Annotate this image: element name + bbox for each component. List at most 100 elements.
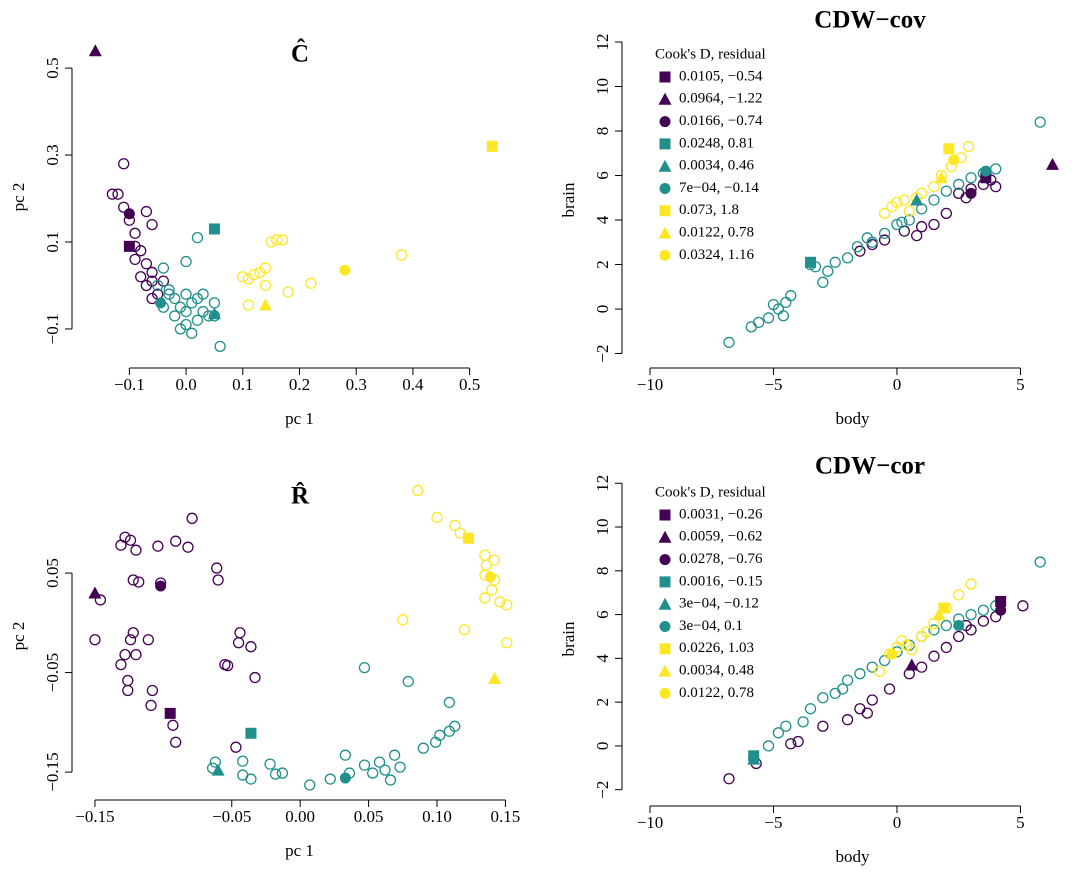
point — [133, 576, 145, 588]
legend-title: Cook's D, residual — [655, 46, 766, 62]
point — [943, 143, 955, 155]
x-axis-label: pc 1 — [285, 841, 314, 860]
point — [953, 620, 965, 632]
point — [785, 738, 797, 750]
point — [915, 661, 928, 673]
point — [866, 661, 878, 673]
point — [186, 327, 198, 339]
point — [115, 539, 127, 551]
point — [339, 749, 351, 761]
legend-label: 0.0016, −0.15 — [679, 573, 762, 589]
point — [214, 340, 226, 352]
y-tick-label: 4 — [593, 215, 612, 224]
legend-marker — [659, 643, 671, 655]
point — [772, 727, 785, 739]
y-tick-label: 0 — [593, 742, 612, 751]
legend-label: 0.073, 1.8 — [679, 202, 739, 218]
x-tick-label: −10 — [637, 375, 664, 394]
legend-title: Cook's D, residual — [655, 484, 766, 500]
point — [443, 696, 455, 709]
point — [271, 234, 283, 246]
y-tick-label: 12 — [593, 34, 612, 51]
point — [854, 703, 866, 715]
point — [402, 675, 414, 688]
point — [170, 535, 182, 547]
x-tick-label: 0.15 — [491, 807, 521, 826]
point — [129, 227, 141, 239]
point — [304, 779, 316, 791]
legend-marker — [658, 530, 672, 543]
x-tick-label: −0.1 — [114, 375, 145, 394]
point — [264, 758, 276, 770]
point — [965, 578, 977, 590]
point — [817, 720, 829, 732]
y-tick-label: 0.1 — [43, 231, 62, 252]
point — [164, 707, 176, 719]
point — [211, 562, 223, 574]
point — [339, 772, 351, 784]
point — [905, 658, 919, 671]
point — [990, 163, 1002, 175]
legend-label: 0.0031, −0.26 — [679, 506, 763, 522]
point — [124, 534, 137, 546]
point — [434, 729, 446, 741]
point — [780, 720, 792, 732]
point — [980, 172, 992, 184]
point — [305, 277, 317, 289]
point — [486, 584, 498, 596]
legend-marker — [659, 205, 671, 217]
point — [928, 180, 940, 193]
x-tick-label: 5 — [1016, 375, 1025, 394]
point — [896, 216, 908, 228]
point — [163, 284, 175, 296]
point — [780, 296, 792, 309]
y-axis-label: brain — [559, 621, 578, 656]
point — [167, 719, 179, 731]
point — [1046, 157, 1060, 170]
point — [146, 266, 158, 279]
point — [234, 627, 246, 639]
y-tick-label: 0.05 — [43, 558, 62, 588]
point — [208, 297, 221, 309]
legend-marker — [659, 621, 671, 632]
point — [258, 298, 272, 311]
point — [130, 649, 142, 661]
point — [965, 187, 977, 199]
point — [155, 297, 167, 309]
point — [891, 196, 903, 208]
point — [152, 279, 164, 292]
legend-marker — [659, 554, 671, 566]
y-axis-label: pc 2 — [9, 622, 28, 651]
point — [358, 759, 371, 771]
point — [384, 774, 397, 786]
point — [207, 307, 221, 320]
legend-label: 0.0034, 0.46 — [679, 158, 755, 174]
x-tick-label: −0.15 — [75, 807, 114, 826]
point — [106, 188, 119, 200]
x-tick-label: 0.5 — [459, 375, 480, 394]
point — [191, 232, 204, 244]
legend-marker — [658, 226, 672, 239]
legend-label: 0.0324, 1.16 — [679, 247, 755, 263]
point — [817, 692, 829, 704]
point — [276, 767, 289, 779]
legend-label: 0.0226, 1.03 — [679, 640, 754, 656]
point — [785, 290, 797, 302]
point — [124, 634, 137, 646]
x-axis-label: pc 1 — [285, 409, 314, 428]
point — [115, 658, 127, 671]
point — [501, 637, 513, 649]
point — [118, 158, 130, 170]
legend-marker — [659, 183, 671, 194]
point — [123, 240, 135, 252]
legend-label: 0.0059, −0.62 — [679, 529, 762, 545]
point — [484, 571, 496, 583]
point — [903, 205, 915, 217]
point — [866, 238, 878, 251]
point — [174, 323, 187, 335]
legend-label: 0.0122, 0.78 — [679, 225, 754, 241]
point — [89, 634, 101, 646]
x-tick-label: 0.00 — [285, 807, 315, 826]
point — [915, 221, 928, 233]
point — [494, 596, 506, 608]
